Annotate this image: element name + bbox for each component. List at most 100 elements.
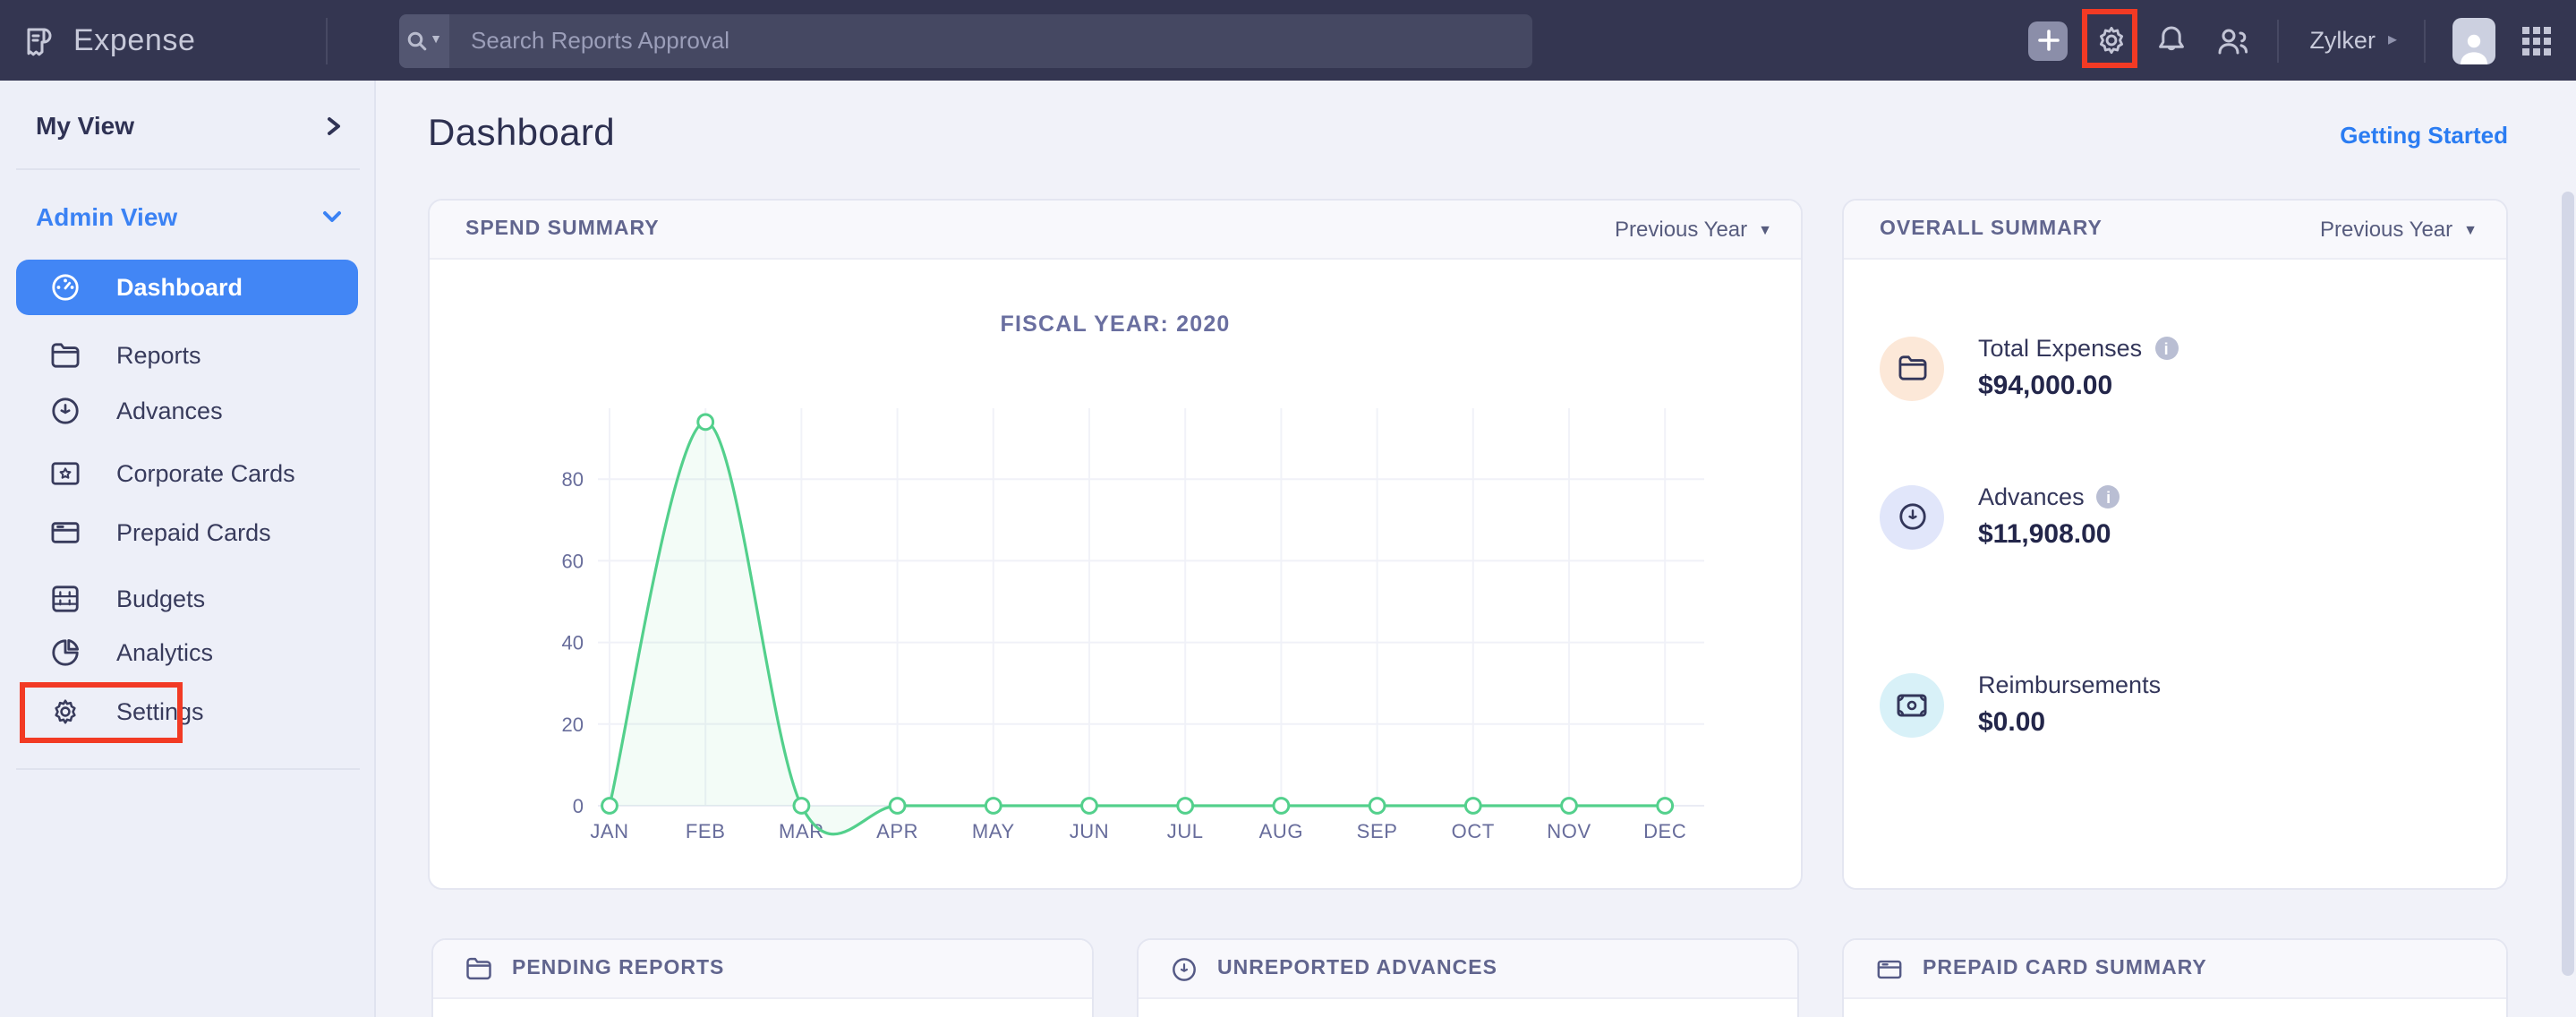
summary-row-advances: Advances i $11,908.00 <box>1844 483 2506 550</box>
sidebar-item-budgets[interactable]: Budgets <box>0 573 374 623</box>
svg-text:40: 40 <box>562 632 584 654</box>
app-name: Expense <box>73 22 196 56</box>
pending-reports-card: PENDING REPORTS <box>431 938 1094 1017</box>
chevron-right-icon: ▸ <box>2387 30 2397 50</box>
org-name: Zylker <box>2309 27 2376 54</box>
user-avatar[interactable] <box>2452 17 2495 64</box>
apps-grid-button[interactable] <box>2522 26 2551 55</box>
spend-period-value: Previous Year <box>1615 217 1748 242</box>
sidebar-my-view[interactable]: My View <box>0 104 374 147</box>
sidebar-item-label: Corporate Cards <box>116 459 295 486</box>
svg-text:20: 20 <box>562 714 584 736</box>
svg-text:JUL: JUL <box>1167 820 1204 842</box>
pending-reports-title: PENDING REPORTS <box>512 958 725 979</box>
chevron-down-icon: ▼ <box>430 34 442 47</box>
folder-icon <box>465 956 492 981</box>
sidebar-item-prepaid-cards[interactable]: Prepaid Cards <box>0 507 374 557</box>
app-logo[interactable]: Expense <box>0 22 326 58</box>
summary-row-total-expenses: Total Expenses i $94,000.00 <box>1844 335 2506 401</box>
overall-summary-title: OVERALL SUMMARY <box>1880 218 2103 240</box>
unreported-advances-card: UNREPORTED ADVANCES <box>1137 938 1799 1017</box>
topbar-actions: Zylker ▸ <box>2028 9 2576 68</box>
page-title: Dashboard <box>428 113 616 154</box>
vertical-scrollbar[interactable] <box>2562 192 2574 976</box>
sidebar-item-label: Settings <box>116 697 204 724</box>
summary-value: $11,908.00 <box>1978 519 2111 550</box>
unreported-advances-title: UNREPORTED ADVANCES <box>1217 958 1497 979</box>
getting-started-link[interactable]: Getting Started <box>2340 121 2508 148</box>
sidebar-item-settings[interactable]: Settings <box>0 686 374 736</box>
prepaid-card-summary-header: PREPAID CARD SUMMARY <box>1844 940 2506 999</box>
chevron-right-icon <box>328 116 340 134</box>
clock-icon <box>1880 484 1944 549</box>
gear-icon <box>48 696 81 726</box>
summary-label: Advances <box>1978 483 2085 510</box>
clock-icon <box>1171 955 1198 982</box>
svg-text:APR: APR <box>876 820 918 842</box>
svg-text:MAR: MAR <box>779 820 824 842</box>
sidebar-item-advances[interactable]: Advances <box>0 385 374 435</box>
info-icon[interactable]: i <box>2096 485 2120 508</box>
sidebar-item-label: Prepaid Cards <box>116 518 271 545</box>
overall-summary-header: OVERALL SUMMARY Previous Year ▼ <box>1844 201 2506 260</box>
svg-text:SEP: SEP <box>1357 820 1398 842</box>
page-header: Dashboard Getting Started <box>428 113 2508 156</box>
cash-icon <box>1880 672 1944 737</box>
svg-text:JAN: JAN <box>590 820 628 842</box>
sidebar-item-reports[interactable]: Reports <box>0 329 374 380</box>
global-search: ▼ <box>399 13 1532 67</box>
svg-text:NOV: NOV <box>1547 820 1591 842</box>
svg-text:OCT: OCT <box>1452 820 1495 842</box>
org-switcher[interactable]: Zylker ▸ <box>2309 27 2397 54</box>
admin-view-label: Admin View <box>36 202 178 231</box>
topbar: Expense ▼ <box>0 0 2576 81</box>
svg-text:AUG: AUG <box>1259 820 1303 842</box>
prepaid-card-icon <box>48 518 81 545</box>
card-star-icon <box>48 459 81 486</box>
folder-icon <box>1880 336 1944 400</box>
referral-users-button[interactable] <box>2214 24 2250 56</box>
sidebar-admin-view[interactable]: Admin View <box>0 195 374 238</box>
my-view-label: My View <box>36 111 134 140</box>
clock-icon <box>48 395 81 425</box>
settings-gear-button[interactable] <box>2082 9 2138 68</box>
main-content: Dashboard Getting Started SPEND SUMMARY … <box>376 81 2576 1017</box>
topbar-divider <box>2277 19 2280 62</box>
person-silhouette-icon <box>2461 33 2487 64</box>
svg-text:60: 60 <box>562 550 584 572</box>
receipt-logo-icon <box>27 27 52 56</box>
gear-icon <box>2100 26 2124 55</box>
prepaid-card-summary-title: PREPAID CARD SUMMARY <box>1923 958 2207 979</box>
svg-text:FEB: FEB <box>686 820 726 842</box>
notifications-button[interactable] <box>2155 23 2188 57</box>
sidebar-item-corporate-cards[interactable]: Corporate Cards <box>0 448 374 498</box>
sidebar-divider <box>16 168 360 170</box>
info-icon[interactable]: i <box>2154 337 2179 360</box>
svg-text:DEC: DEC <box>1643 820 1686 842</box>
prepaid-card-summary-card: PREPAID CARD SUMMARY <box>1842 938 2508 1017</box>
spend-summary-header: SPEND SUMMARY Previous Year ▼ <box>430 201 1801 260</box>
quick-create-button[interactable] <box>2028 21 2068 60</box>
plus-icon <box>2037 30 2060 51</box>
summary-value: $0.00 <box>1978 707 2046 738</box>
search-input[interactable] <box>449 13 1532 67</box>
summary-label: Total Expenses <box>1978 335 2143 362</box>
spend-summary-card: SPEND SUMMARY Previous Year ▼ FISCAL YEA… <box>428 199 1803 890</box>
search-scope-dropdown[interactable]: ▼ <box>399 13 449 67</box>
pending-reports-header: PENDING REPORTS <box>433 940 1092 999</box>
summary-label: Reimbursements <box>1978 671 2162 698</box>
search-icon <box>407 30 427 50</box>
sidebar-item-dashboard[interactable]: Dashboard <box>16 260 358 315</box>
spend-line-chart: 0 20 40 60 80 JAN FEB MAR APR MAY JUN JUL AUG SEP OCT N… <box>562 408 1704 842</box>
budget-grid-icon <box>48 583 81 613</box>
prepaid-card-icon <box>1876 957 1903 980</box>
bell-icon <box>2159 26 2185 51</box>
pie-chart-icon <box>48 637 81 667</box>
spend-period-dropdown[interactable]: Previous Year ▼ <box>1615 217 1772 242</box>
sidebar-item-analytics[interactable]: Analytics <box>0 627 374 677</box>
chart-title: FISCAL YEAR: 2020 <box>1000 312 1231 337</box>
overall-period-dropdown[interactable]: Previous Year ▼ <box>2320 217 2478 242</box>
sidebar: My View Admin View Dashboard Reports Adv… <box>0 81 376 1017</box>
chevron-down-icon: ▼ <box>1758 221 1772 237</box>
